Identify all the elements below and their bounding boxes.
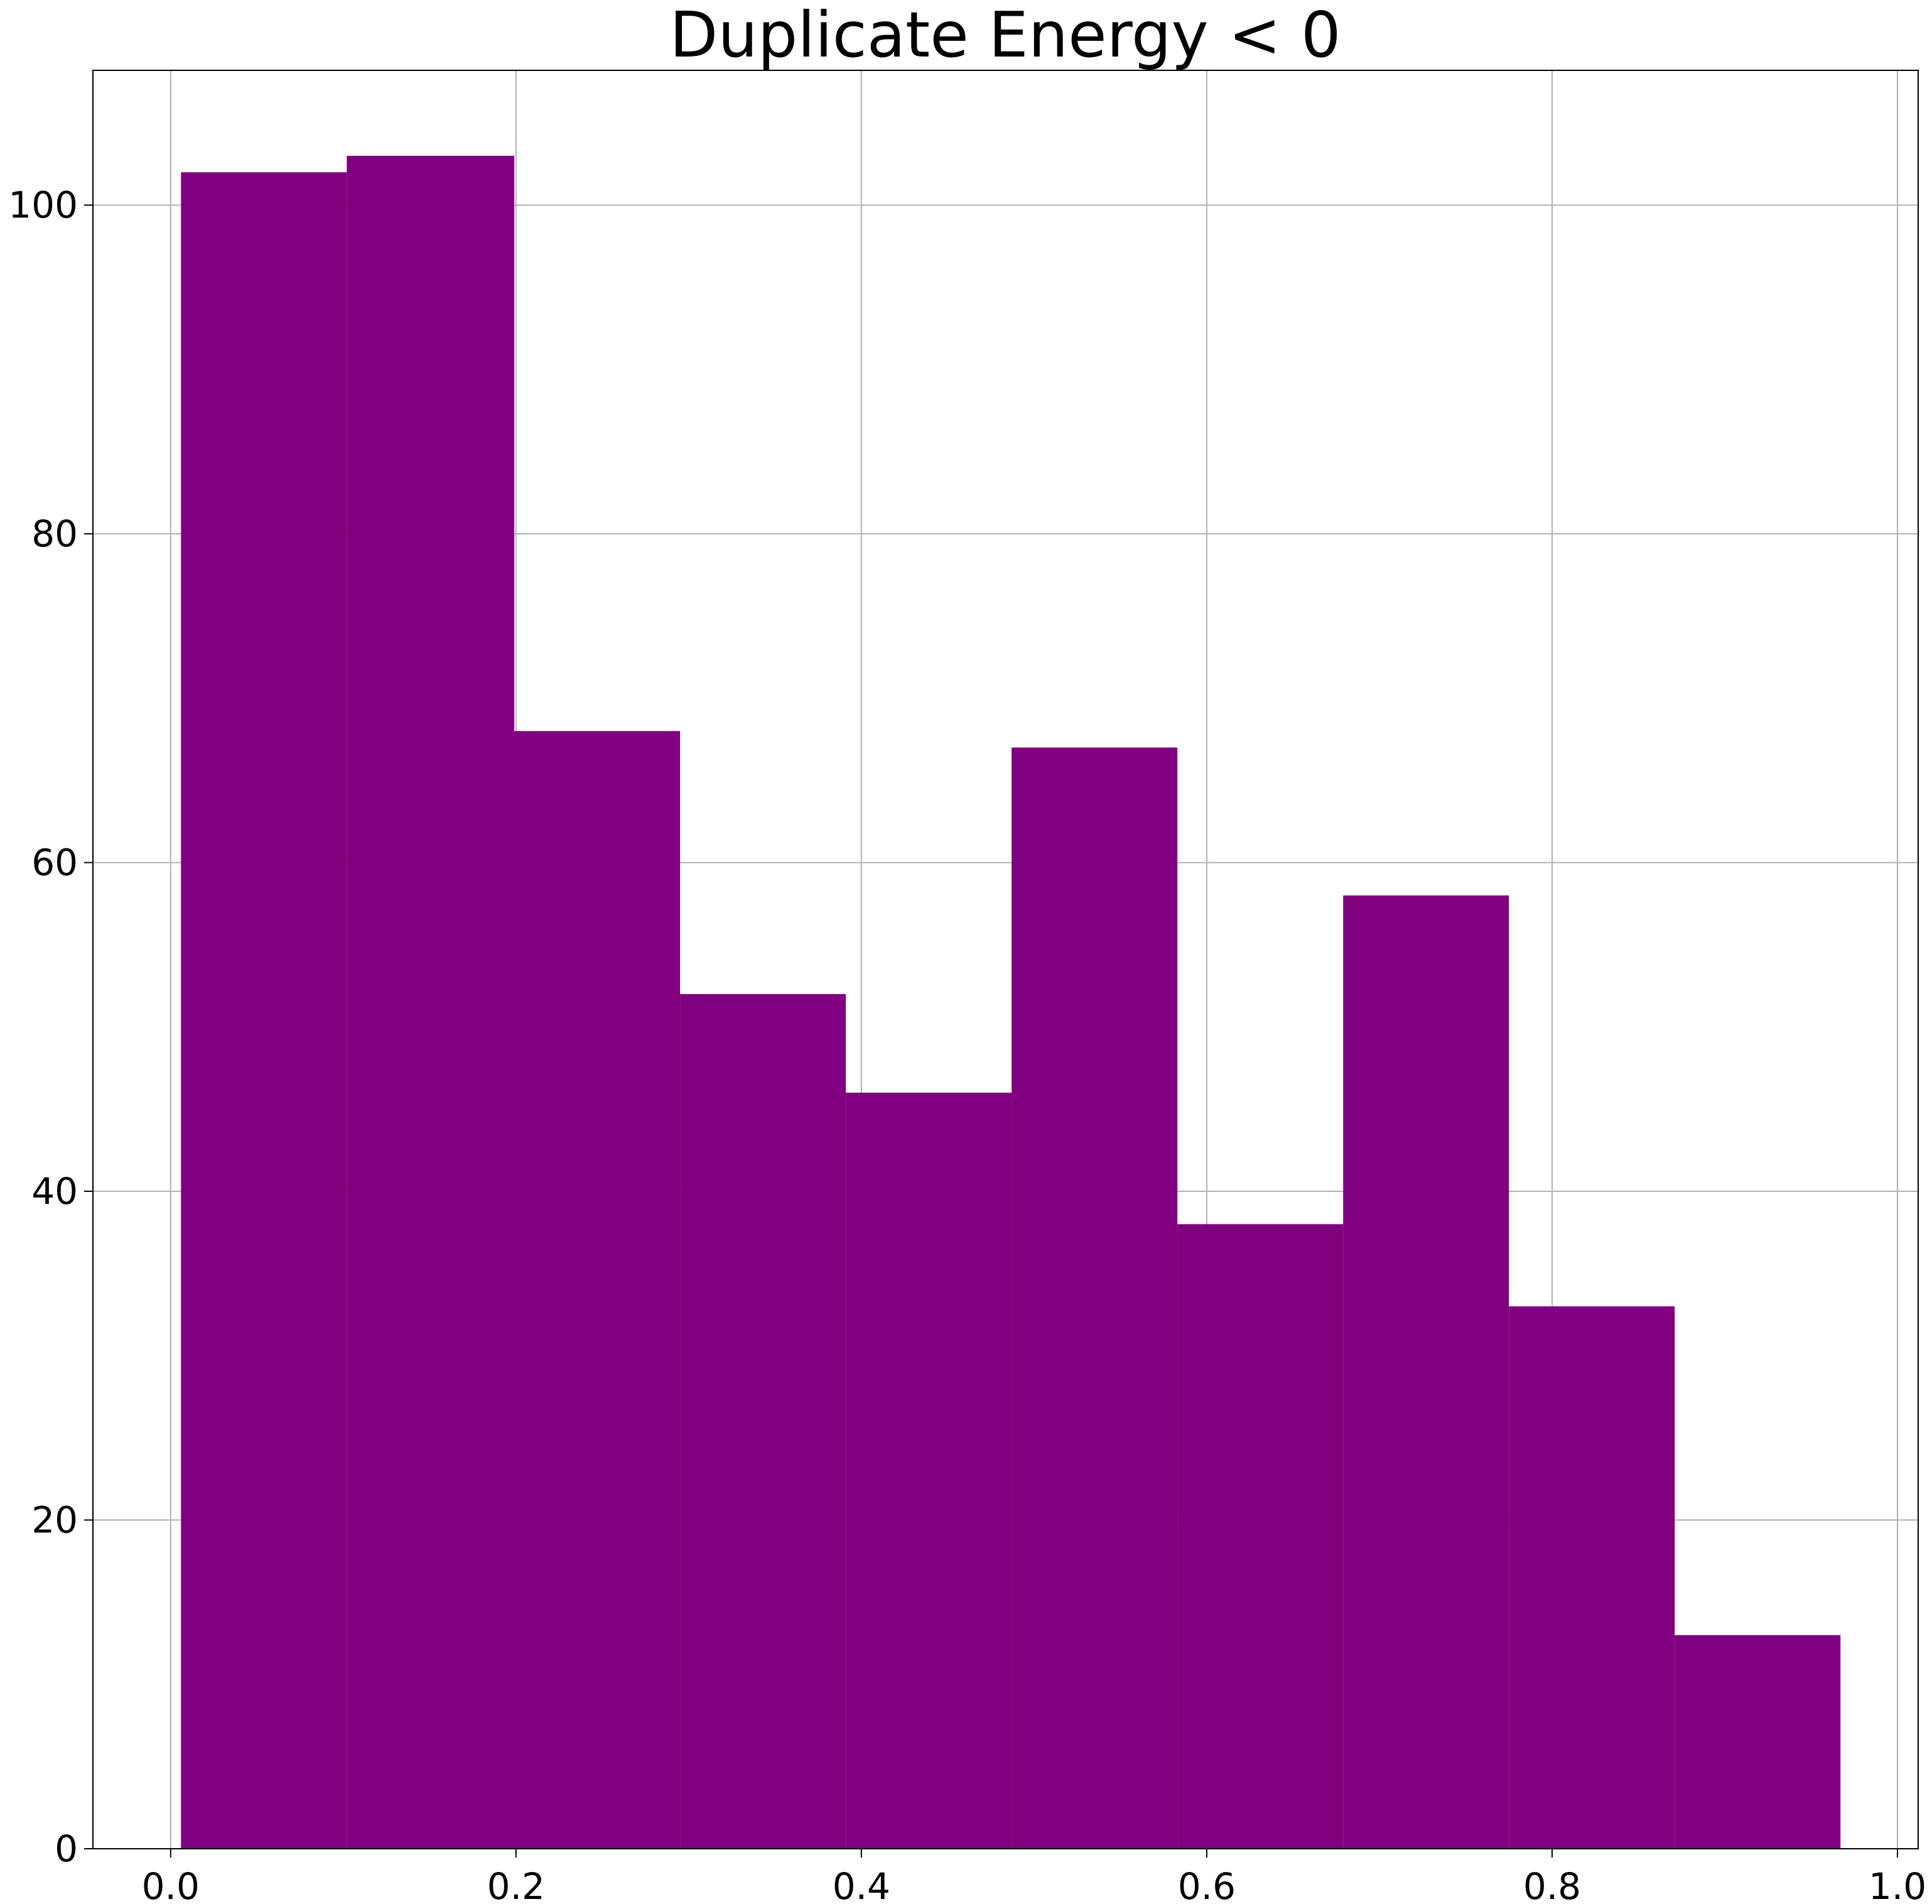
plot-frame (92, 70, 1919, 1849)
y-tick-label: 0 (55, 1827, 78, 1870)
histogram-bar (1675, 1635, 1841, 1849)
y-tick-label: 40 (31, 1170, 78, 1213)
histogram-bars (181, 156, 1841, 1849)
histogram-bar (1012, 747, 1178, 1849)
histogram-bar (181, 172, 347, 1849)
x-tick-label: 1.0 (1869, 1865, 1926, 1904)
y-tick-label: 100 (8, 184, 78, 227)
x-tick-label: 0.2 (487, 1865, 545, 1904)
x-tick-label: 0.0 (142, 1865, 200, 1904)
y-tick-label: 60 (31, 841, 78, 884)
chart-title: Duplicate Energy < 0 (669, 0, 1341, 72)
x-axis-ticks: 0.0 0.2 0.4 0.6 0.8 1.0 (142, 1849, 1926, 1904)
histogram-bar (846, 1093, 1012, 1849)
histogram-bar (1509, 1306, 1675, 1849)
y-axis-ticks: 0 20 40 60 80 100 (8, 184, 93, 1870)
histogram-bar (514, 731, 681, 1849)
x-tick-label: 0.6 (1178, 1865, 1236, 1904)
x-tick-label: 0.4 (833, 1865, 890, 1904)
histogram-bar (1177, 1224, 1344, 1849)
histogram-bar (680, 993, 846, 1849)
histogram-bar (1343, 895, 1509, 1849)
histogram-bar (347, 156, 515, 1849)
y-tick-label: 80 (31, 512, 78, 555)
y-tick-label: 20 (31, 1499, 78, 1542)
x-tick-label: 0.8 (1523, 1865, 1581, 1904)
